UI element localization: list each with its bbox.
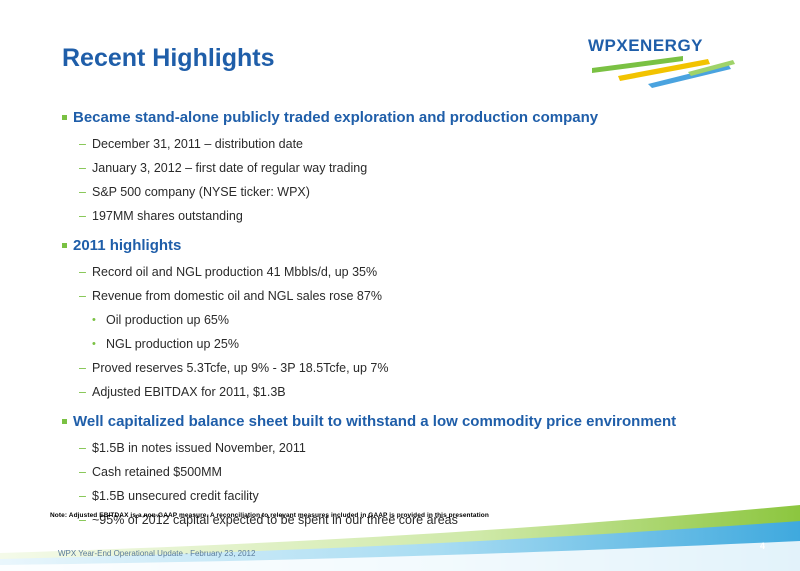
list-item: – ~95% of 2012 capital expected to be spe… — [79, 513, 458, 527]
green-square-bullet-icon — [62, 115, 67, 120]
dash-bullet-icon: – — [79, 489, 86, 503]
sub-list-item: • NGL production up 25% — [92, 337, 239, 351]
section: Well capitalized balance sheet built to … — [62, 412, 782, 528]
list-item: – Cash retained $500MM — [79, 465, 222, 479]
dash-bullet-icon: – — [79, 513, 86, 527]
dash-bullet-icon: – — [79, 161, 86, 175]
footnote: Note: Adjusted EBITDAX is a non-GAAP mea… — [50, 512, 489, 519]
section-heading: Well capitalized balance sheet built to … — [62, 412, 782, 432]
dash-bullet-icon: – — [79, 441, 86, 455]
logo-wordmark: WPXENERGY — [588, 36, 704, 55]
logo-stripes-icon — [592, 56, 735, 88]
list-item: – January 3, 2012 – first date of regular… — [79, 161, 368, 175]
dash-bullet-icon: – — [79, 265, 86, 279]
company-logo: WPXENERGY — [588, 28, 788, 88]
green-square-bullet-icon — [62, 419, 67, 424]
section: Became stand-alone publicly traded explo… — [62, 108, 782, 224]
list-item: – S&P 500 company (NYSE ticker: WPX) — [79, 185, 310, 199]
list-item: – Proved reserves 5.3Tcfe, up 9% - 3P 18.… — [79, 361, 389, 375]
sub-list-item: • Oil production up 65% — [92, 313, 229, 327]
page-number: 4 — [760, 541, 766, 551]
slide-content: Became stand-alone publicly traded explo… — [62, 108, 782, 540]
section: 2011 highlights – Record oil and NGL prod… — [62, 236, 782, 400]
dash-bullet-icon: – — [79, 385, 86, 399]
dot-bullet-icon: • — [92, 314, 96, 326]
list-item: – Adjusted EBITDAX for 2011, $1.3B — [79, 385, 286, 399]
list-item: – $1.5B in notes issued November, 2011 — [79, 441, 306, 455]
list-item: –197MM shares outstanding — [79, 209, 243, 223]
list-item: – Revenue from domestic oil and NGL sales… — [79, 289, 382, 303]
dash-bullet-icon: – — [79, 361, 86, 375]
dash-bullet-icon: – — [79, 209, 86, 223]
section-heading: 2011 highlights — [62, 236, 782, 256]
slide-footer: WPX Year-End Operational Update - Februa… — [58, 549, 256, 558]
dash-bullet-icon: – — [79, 137, 86, 151]
dot-bullet-icon: • — [92, 338, 96, 350]
list-item: – $1.5B unsecured credit facility — [79, 489, 259, 503]
slide-title: Recent Highlights — [62, 44, 275, 72]
dash-bullet-icon: – — [79, 465, 86, 479]
dash-bullet-icon: – — [79, 185, 86, 199]
section-heading: Became stand-alone publicly traded explo… — [62, 108, 782, 128]
list-item: – Record oil and NGL production 41 Mbbls/… — [79, 265, 378, 279]
list-item: – December 31, 2011 – distribution date — [79, 137, 304, 151]
green-square-bullet-icon — [62, 243, 67, 248]
footer-swoosh — [0, 505, 800, 571]
dash-bullet-icon: – — [79, 289, 86, 303]
